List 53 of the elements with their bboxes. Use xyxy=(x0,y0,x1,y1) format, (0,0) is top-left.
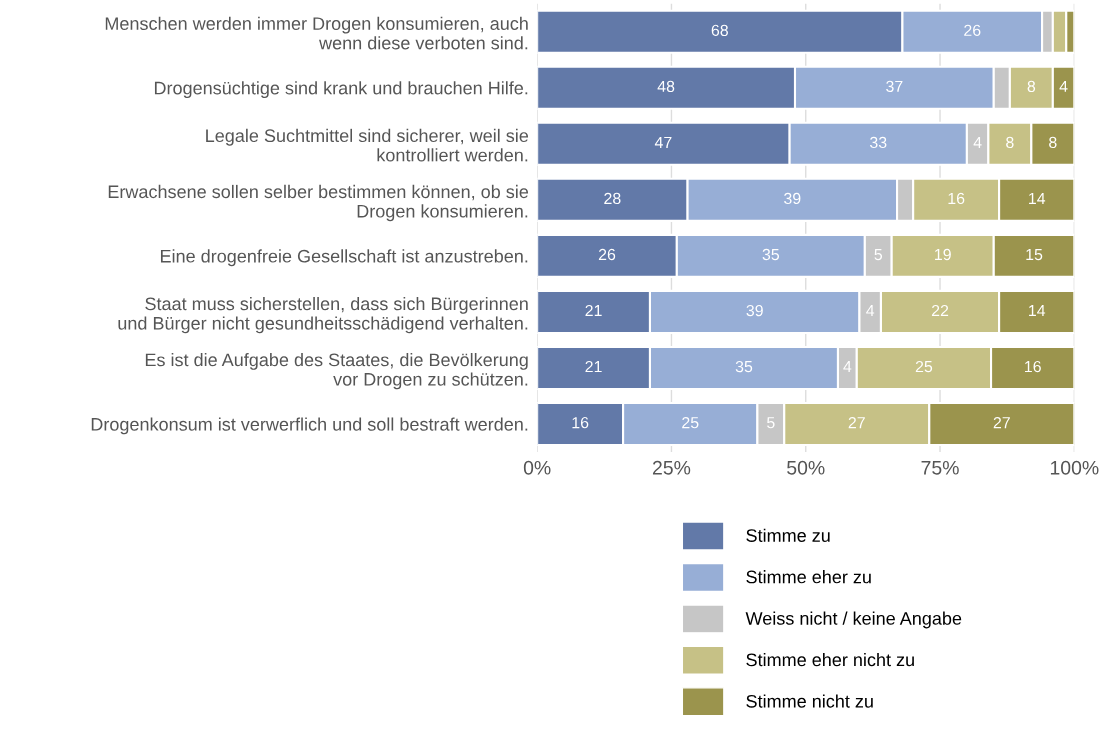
data-label: 26 xyxy=(964,24,981,36)
data-label: 35 xyxy=(735,360,753,373)
data-label: 15 xyxy=(1026,249,1043,261)
data-label: 19 xyxy=(935,248,951,261)
data-label: 4 xyxy=(1059,80,1068,92)
data-label: 37 xyxy=(886,80,903,93)
data-label: 4 xyxy=(973,136,982,148)
data-label: 39 xyxy=(784,192,801,205)
legend-label: Stimme eher zu xyxy=(746,570,871,584)
legend-label: Stimme eher nicht zu xyxy=(746,652,914,667)
data-label: 14 xyxy=(1029,192,1046,204)
data-label: 4 xyxy=(866,305,875,317)
data-label: 48 xyxy=(657,80,675,93)
data-label: 33 xyxy=(869,136,887,149)
y-tick-label: Eine drogenfreie Gesellschaft ist anzustreben. xyxy=(160,249,528,267)
x-tick-label: 25% xyxy=(652,460,691,475)
data-label: 27 xyxy=(848,416,865,429)
x-tick-label: 100% xyxy=(1050,460,1099,475)
x-tick-label: 50% xyxy=(787,460,825,475)
y-tick-label: Erwachsene sollen selber bestimmen können, ob sie Drogen konsumieren. xyxy=(108,184,529,222)
data-label: 68 xyxy=(711,24,728,36)
data-label: 14 xyxy=(1029,305,1046,317)
data-label: 26 xyxy=(598,248,616,261)
data-label: 5 xyxy=(767,417,775,429)
data-label: 39 xyxy=(746,304,763,317)
x-tick-label: 0% xyxy=(523,460,551,475)
y-tick-label: Staat muss sicherstellen, dass sich Bürgerinnen und Bürger nicht gesundheitsschädigend verhalten. xyxy=(118,296,528,334)
data-label: 8 xyxy=(1027,80,1036,93)
data-label: 21 xyxy=(585,360,602,373)
y-tick-label: Menschen werden immer Drogen konsumieren, auch wenn diese verboten sind. xyxy=(105,16,528,50)
y-tick-label: Drogenkonsum ist verwerflich und soll bestraft werden. xyxy=(91,417,528,435)
data-label: 8 xyxy=(1006,136,1014,149)
data-label: 16 xyxy=(948,192,965,205)
x-tick-label: 75% xyxy=(921,460,959,475)
data-label: 27 xyxy=(993,416,1010,429)
data-label: 22 xyxy=(931,304,949,317)
data-label: 25 xyxy=(915,360,933,373)
data-label: 5 xyxy=(874,249,883,261)
data-label: 47 xyxy=(654,136,672,148)
data-label: 35 xyxy=(762,248,780,261)
legend-label: Stimme nicht zu xyxy=(746,694,873,708)
y-tick-label: Drogensüchtige sind krank und brauchen Hilfe. xyxy=(154,81,528,99)
y-tick-label: Es ist die Aufgabe des Staates, die Bevölkerung vor Drogen zu schützen. xyxy=(145,353,528,390)
data-label: 21 xyxy=(585,304,602,317)
data-label: 25 xyxy=(682,416,699,429)
data-label: 28 xyxy=(604,192,621,205)
legend-label: Stimme zu xyxy=(746,528,830,542)
data-label: 16 xyxy=(572,416,589,429)
data-label: 16 xyxy=(1025,360,1041,373)
data-label: 4 xyxy=(843,361,852,373)
legend-label: Weiss nicht / keine Angabe xyxy=(745,611,962,629)
data-label: 8 xyxy=(1049,136,1057,149)
y-tick-label: Legale Suchtmittel sind sicherer, weil sie kontrolliert werden. xyxy=(206,128,529,162)
